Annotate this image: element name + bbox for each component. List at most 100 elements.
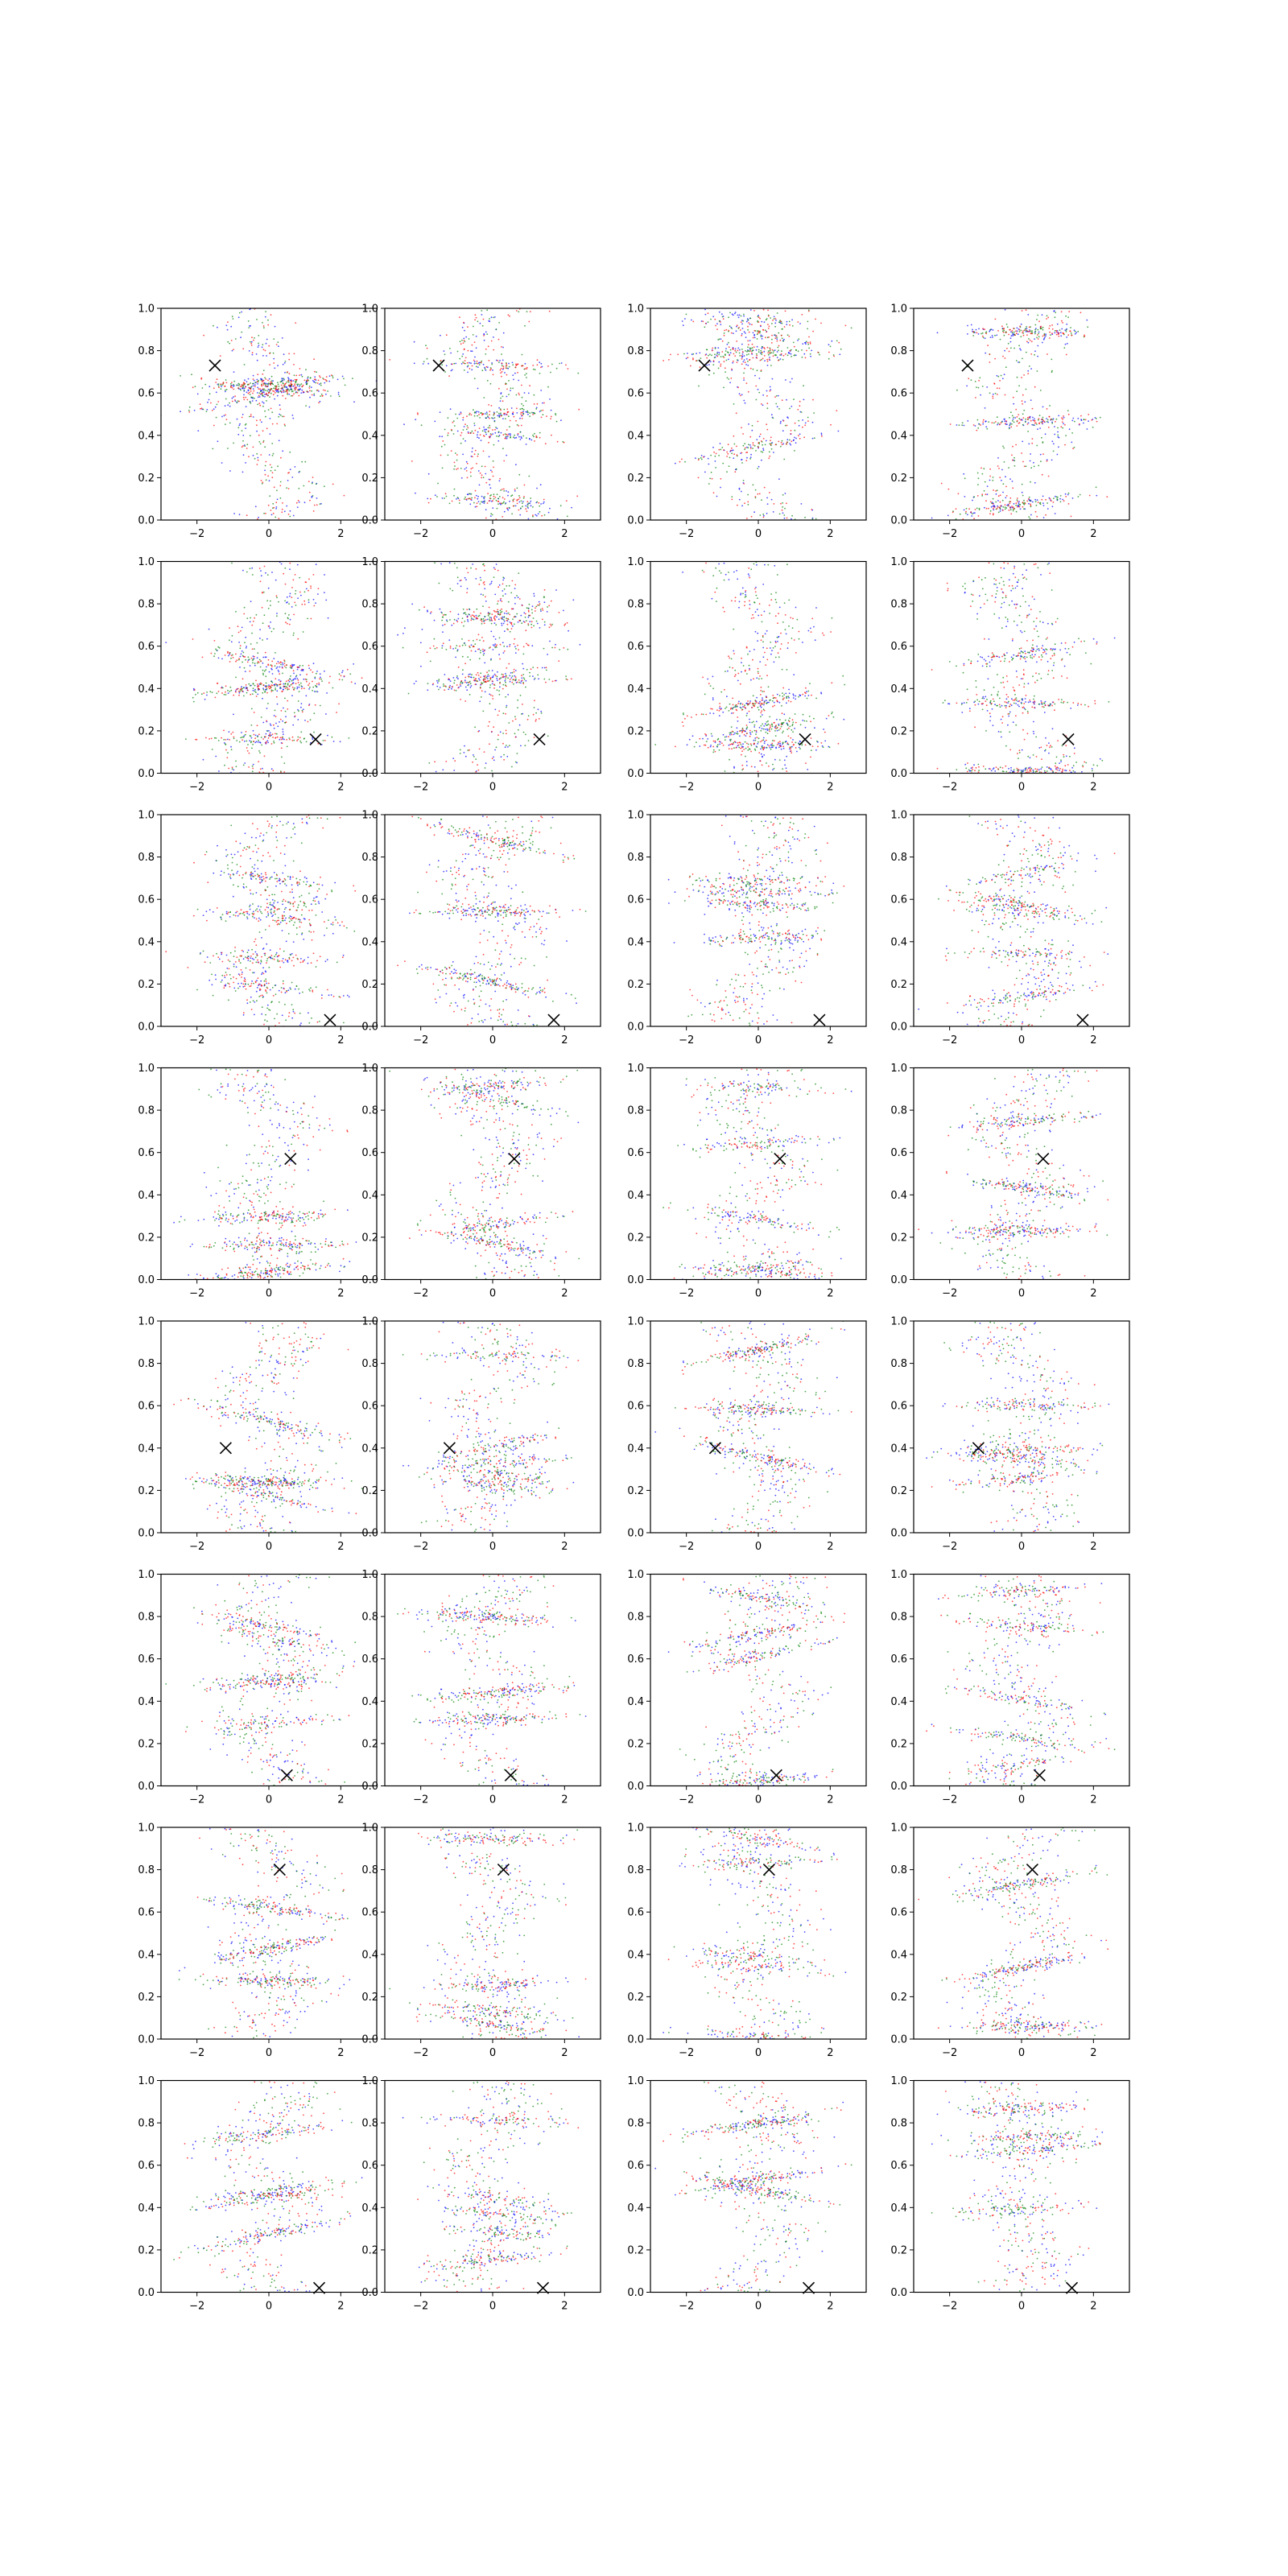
scatter-point: [785, 692, 787, 695]
scatter-point: [229, 402, 230, 404]
scatter-point: [258, 516, 259, 518]
scatter-point: [265, 656, 267, 658]
scatter-point: [940, 482, 943, 485]
scatter-point: [461, 638, 463, 640]
scatter-point: [283, 378, 285, 381]
scatter-point: [541, 514, 543, 517]
scatter-point: [536, 667, 539, 669]
scatter-point: [275, 722, 277, 724]
scatter-point: [283, 353, 285, 356]
scatter-point: [1027, 422, 1030, 424]
scatter-point: [791, 356, 792, 357]
scatter-point: [481, 501, 484, 503]
scatter-point: [729, 325, 731, 328]
scatter-point: [778, 359, 779, 361]
scatter-point: [260, 575, 262, 577]
scatter-point: [931, 517, 933, 519]
scatter-point: [749, 367, 752, 369]
scatter-point: [496, 644, 497, 646]
scatter-point: [749, 718, 750, 720]
scatter-point: [319, 678, 320, 680]
scatter-point: [441, 612, 443, 614]
scatter-point: [774, 396, 776, 398]
scatter-point: [486, 415, 489, 417]
x-marker: [698, 359, 711, 372]
scatter-point: [320, 382, 322, 385]
scatter-point: [1002, 491, 1004, 493]
scatter-point: [536, 501, 539, 503]
scatter-point: [272, 690, 274, 691]
scatter-point: [315, 691, 317, 692]
scatter-point: [997, 465, 999, 467]
scatter-point: [1080, 419, 1083, 422]
scatter-point: [192, 700, 195, 703]
scatter-point: [776, 312, 778, 314]
scatter-points: [161, 308, 377, 520]
scatter-point: [756, 564, 758, 566]
scatter-point: [766, 729, 769, 732]
scatter-point: [456, 676, 458, 679]
scatter-point: [1011, 415, 1013, 417]
scatter-point: [282, 662, 283, 664]
scatter-point: [577, 372, 580, 374]
scatter-point: [514, 489, 516, 490]
scatter-point: [820, 322, 822, 324]
scatter-point: [522, 506, 523, 508]
scatter-point: [255, 696, 258, 697]
scatter-point: [229, 386, 232, 388]
scatter-point: [779, 339, 782, 341]
scatter-point: [492, 698, 494, 700]
scatter-point: [444, 353, 446, 356]
scatter-point: [977, 477, 980, 480]
scatter-point: [235, 676, 237, 679]
scatter-point: [728, 378, 730, 380]
scatter-point: [278, 601, 279, 603]
scatter-point: [269, 734, 270, 737]
scatter-point: [999, 380, 1001, 382]
scatter-point: [1049, 405, 1051, 407]
scatter-point: [267, 686, 270, 688]
scatter-point: [444, 444, 446, 446]
scatter-point: [761, 347, 763, 349]
scatter-point: [276, 666, 279, 668]
scatter-point: [971, 513, 973, 515]
scatter-point: [308, 667, 311, 669]
scatter-point: [712, 699, 714, 701]
scatter-point: [488, 360, 490, 361]
scatter-point: [483, 426, 485, 428]
scatter-point: [975, 397, 976, 398]
scatter-point: [470, 362, 472, 365]
scatter-point: [276, 736, 279, 738]
scatter-point: [315, 564, 317, 566]
scatter-point: [477, 434, 478, 436]
scatter-point: [479, 687, 481, 689]
scatter-point: [1018, 385, 1020, 387]
scatter-point: [271, 666, 273, 667]
scatter-point: [1038, 419, 1039, 421]
scatter-point: [243, 667, 246, 669]
scatter-point: [275, 386, 277, 389]
scatter-point: [446, 620, 448, 622]
scatter-point: [452, 589, 454, 592]
scatter-point: [279, 721, 280, 723]
scatter-point: [314, 378, 316, 381]
scatter-point: [270, 621, 271, 623]
scatter-point: [745, 460, 748, 461]
scatter-point: [763, 704, 765, 706]
scatter-point: [738, 327, 740, 328]
scatter-point: [312, 598, 315, 601]
scatter-point: [754, 496, 757, 497]
scatter-point: [497, 503, 499, 505]
scatter-point: [227, 752, 229, 753]
scatter-point: [283, 663, 286, 664]
scatter-point: [502, 579, 505, 581]
scatter-point: [795, 349, 797, 351]
scatter-point: [486, 678, 489, 679]
scatter-point: [265, 382, 267, 385]
scatter-point: [469, 681, 470, 683]
scatter-point: [508, 722, 510, 724]
scatter-point: [338, 679, 341, 680]
scatter-point: [492, 460, 494, 462]
scatter-point: [236, 659, 238, 661]
scatter-point: [291, 477, 294, 478]
